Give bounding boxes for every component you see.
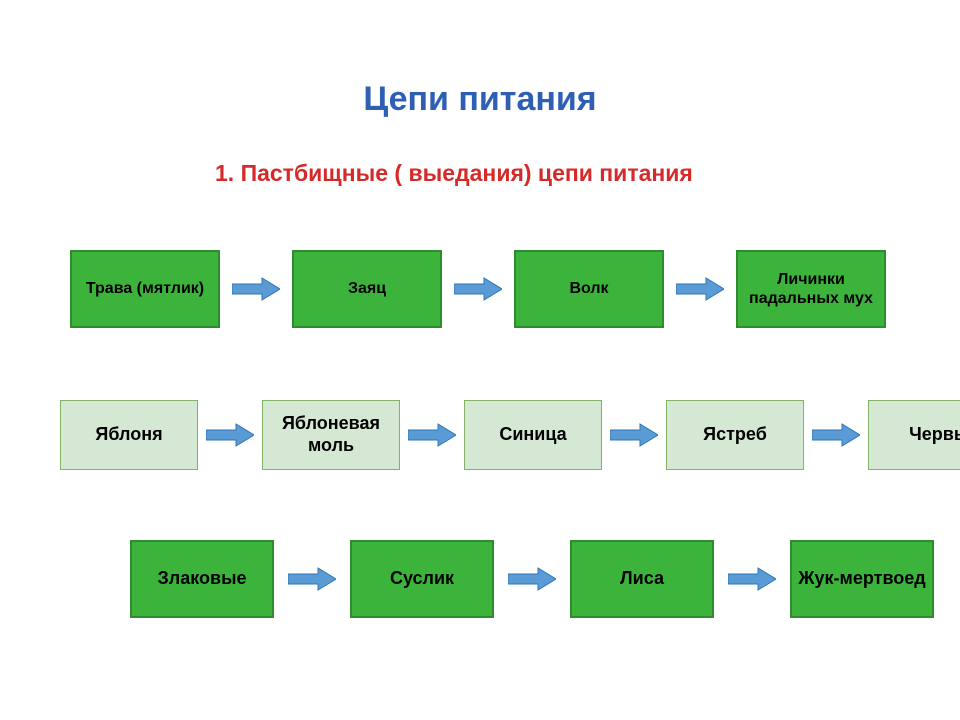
chain-1-node-1: Яблоневая моль <box>262 400 400 470</box>
arrow-icon <box>610 422 658 448</box>
arrow-icon <box>454 276 502 302</box>
arrow-icon <box>206 422 254 448</box>
chain-row-1: Яблоня Яблоневая моль Синица Ястреб Черв… <box>60 400 960 470</box>
arrow-icon <box>508 566 556 592</box>
arrow-icon <box>232 276 280 302</box>
arrow-icon <box>728 566 776 592</box>
chain-0-node-2: Волк <box>514 250 664 328</box>
arrow-icon <box>676 276 724 302</box>
chain-0-node-3: Личинки падальных мух <box>736 250 886 328</box>
chain-0-node-0: Трава (мятлик) <box>70 250 220 328</box>
chain-1-node-2: Синица <box>464 400 602 470</box>
arrow-icon <box>288 566 336 592</box>
arrow-icon <box>508 566 556 592</box>
diagram-title: Цепи питания <box>0 80 960 119</box>
arrow-icon <box>812 422 860 448</box>
chain-1-node-0: Яблоня <box>60 400 198 470</box>
chain-1-node-4: Червь <box>868 400 960 470</box>
chain-2-node-2: Лиса <box>570 540 714 618</box>
chain-1-node-3: Ястреб <box>666 400 804 470</box>
arrow-icon <box>812 422 860 448</box>
chain-2-node-0: Злаковые <box>130 540 274 618</box>
arrow-icon <box>454 276 502 302</box>
arrow-icon <box>610 422 658 448</box>
chain-row-0: Трава (мятлик) Заяц Волк Личинки падальн… <box>70 250 886 328</box>
arrow-icon <box>408 422 456 448</box>
chain-row-2: Злаковые Суслик Лиса Жук-мертвоед <box>130 540 934 618</box>
arrow-icon <box>728 566 776 592</box>
chain-2-node-3: Жук-мертвоед <box>790 540 934 618</box>
arrow-icon <box>676 276 724 302</box>
arrow-icon <box>408 422 456 448</box>
arrow-icon <box>206 422 254 448</box>
arrow-icon <box>232 276 280 302</box>
chain-0-node-1: Заяц <box>292 250 442 328</box>
arrow-icon <box>288 566 336 592</box>
diagram-subtitle: 1. Пастбищные ( выедания) цепи питания <box>215 160 693 187</box>
chain-2-node-1: Суслик <box>350 540 494 618</box>
